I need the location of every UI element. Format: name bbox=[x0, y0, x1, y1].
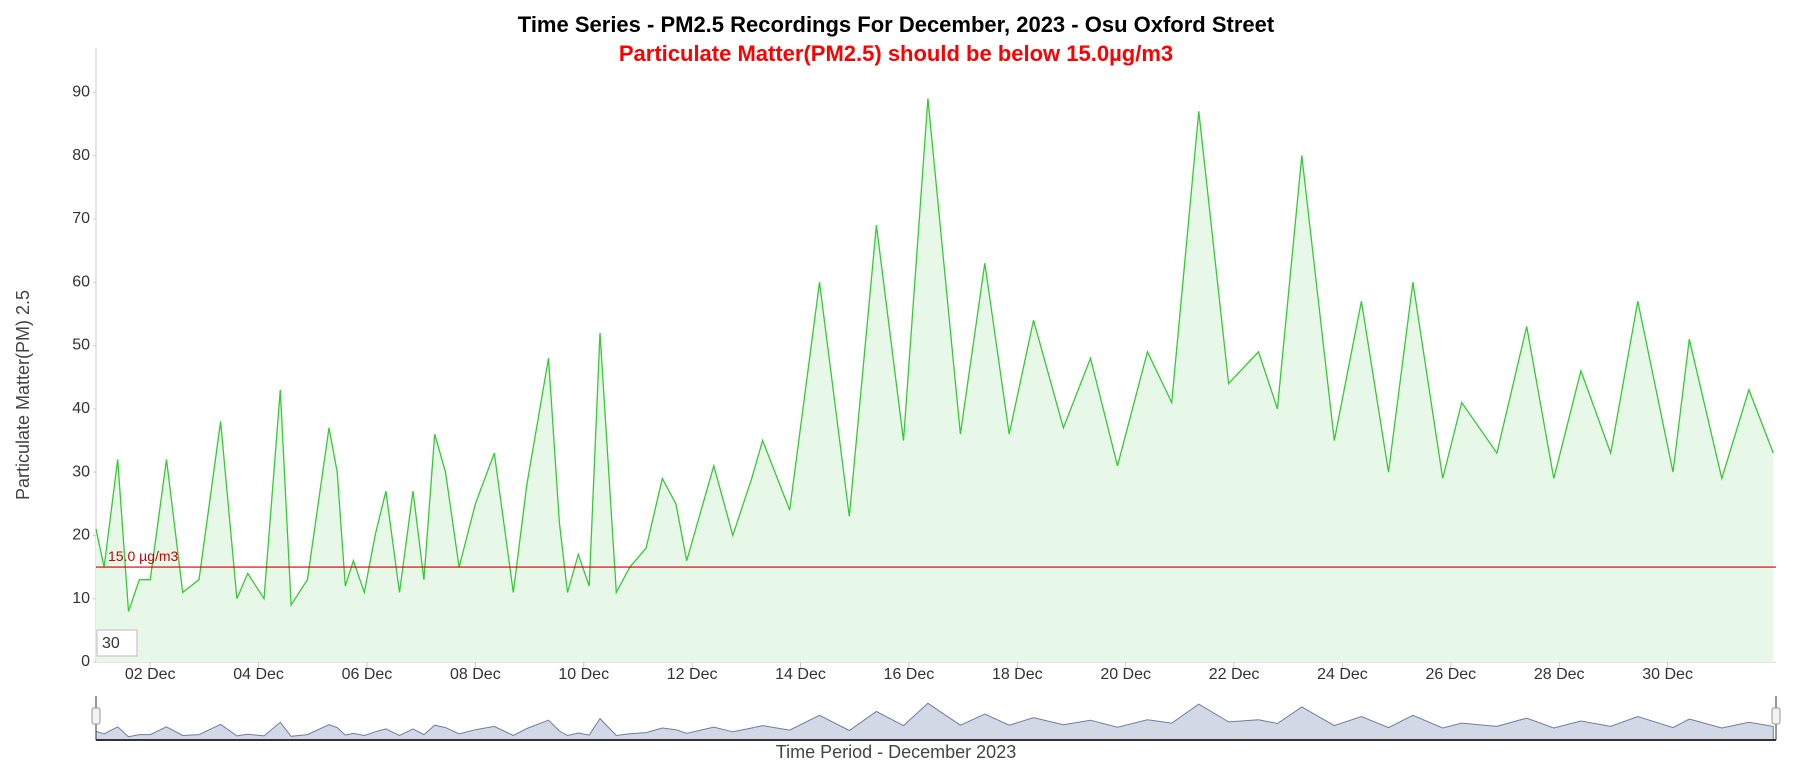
x-tick-label: 02 Dec bbox=[125, 666, 176, 683]
x-tick-label: 16 Dec bbox=[884, 666, 935, 683]
y-tick-label: 60 bbox=[72, 273, 90, 290]
y-tick-label: 40 bbox=[72, 400, 90, 417]
y-tick-label: 90 bbox=[72, 84, 90, 101]
threshold-label: 15.0 µg/m3 bbox=[108, 548, 179, 564]
range-input bbox=[96, 629, 138, 657]
x-tick-label: 06 Dec bbox=[342, 666, 393, 683]
y-tick-label: 30 bbox=[72, 463, 90, 480]
chart-title: Time Series - PM2.5 Recordings For Decem… bbox=[518, 12, 1275, 37]
x-tick-label: 18 Dec bbox=[992, 666, 1043, 683]
y-tick-label: 20 bbox=[72, 527, 90, 544]
x-tick-label: 24 Dec bbox=[1317, 666, 1368, 683]
navigator-area bbox=[95, 702, 1774, 741]
x-tick-label: 22 Dec bbox=[1209, 666, 1260, 683]
range-input-value: 30 bbox=[102, 635, 120, 652]
line bbox=[95, 98, 1774, 612]
y-tick-label: 50 bbox=[72, 337, 90, 354]
chart-subtitle: Particulate Matter(PM2.5) should be belo… bbox=[619, 41, 1173, 66]
x-tick-label: 14 Dec bbox=[775, 666, 826, 683]
x-tick-label: 28 Dec bbox=[1534, 666, 1585, 683]
y-tick-label: 70 bbox=[72, 210, 90, 227]
x-tick-label: 26 Dec bbox=[1425, 666, 1476, 683]
navigator-handle bbox=[91, 707, 101, 725]
x-tick-label: 12 Dec bbox=[667, 666, 718, 683]
y-tick-label: 80 bbox=[72, 147, 90, 164]
x-tick-label: 20 Dec bbox=[1100, 666, 1151, 683]
y-tick-label: 10 bbox=[72, 590, 90, 607]
navigator-handle bbox=[1771, 707, 1781, 725]
x-tick-label: 08 Dec bbox=[450, 666, 501, 683]
y-tick-label: 0 bbox=[81, 653, 90, 670]
x-tick-label: 10 Dec bbox=[558, 666, 609, 683]
area-fill bbox=[96, 98, 1774, 663]
x-tick-label: 04 Dec bbox=[233, 666, 284, 683]
x-tick-label: 30 Dec bbox=[1642, 666, 1693, 683]
x-axis-title: Time Period - December 2023 bbox=[776, 742, 1016, 762]
y-axis-title: Particulate Matter(PM) 2.5 bbox=[13, 290, 33, 500]
